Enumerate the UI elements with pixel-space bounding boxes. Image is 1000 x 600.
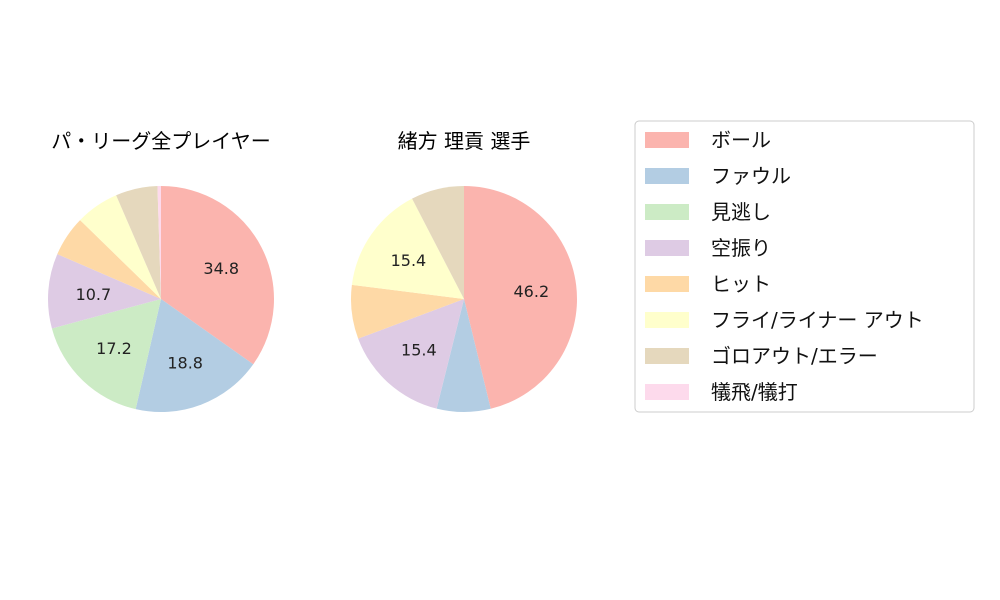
legend-label-looking: 見逃し <box>711 200 771 224</box>
legend-swatch-looking <box>645 204 689 220</box>
pie-title-all-players: パ・リーグ全プレイヤー <box>51 129 270 153</box>
legend-swatch-swinging <box>645 240 689 256</box>
pie-slice-foul <box>135 299 254 412</box>
legend-label-fly-liner-out: フライ/ライナー アウト <box>711 308 924 332</box>
pie-slice-grounder-out-error <box>116 186 161 299</box>
legend-label-hit: ヒット <box>711 272 771 296</box>
pie-slice-looking <box>51 299 161 410</box>
pie-slice-hit <box>351 284 464 339</box>
pie-title-player: 緒方 理貢 選手 <box>398 129 531 153</box>
legend-label-ball: ボール <box>711 128 771 152</box>
pie-slice-sacrifice <box>157 186 161 299</box>
data-label-looking: 17.2 <box>96 339 132 358</box>
legend-label-swinging: 空振り <box>711 236 771 260</box>
legend-swatch-grounder-out-error <box>645 348 689 364</box>
data-label-foul: 18.8 <box>167 353 203 372</box>
pie-slice-hit <box>57 220 161 299</box>
pie-slice-ball <box>161 186 274 365</box>
legend-swatch-sacrifice <box>645 384 689 400</box>
legend-label-foul: ファウル <box>711 164 791 188</box>
legend-swatch-ball <box>645 132 689 148</box>
legend-swatch-foul <box>645 168 689 184</box>
data-label-swinging: 15.4 <box>401 341 437 360</box>
pie-slice-grounder-out-error <box>412 186 464 299</box>
pie-slice-swinging <box>47 254 162 329</box>
pie-slice-fly-liner-out <box>80 195 161 299</box>
pie-slice-foul <box>436 299 491 412</box>
data-label-ball: 34.8 <box>203 259 239 278</box>
legend-label-grounder-out-error: ゴロアウト/エラー <box>711 344 878 368</box>
data-label-ball: 46.2 <box>514 282 550 301</box>
pie-slice-swinging <box>358 299 464 409</box>
pie-slice-ball <box>464 186 577 409</box>
pie-player: 46.2 15.4 15.4 <box>351 186 577 412</box>
data-label-fly-liner-out: 15.4 <box>391 251 427 270</box>
pie-all-players: 34.8 18.8 17.2 10.7 <box>47 186 274 412</box>
data-label-swinging: 10.7 <box>76 285 112 304</box>
legend-label-sacrifice: 犠飛/犠打 <box>711 380 798 404</box>
legend-frame <box>634 120 975 413</box>
pie-slice-fly-liner-out <box>351 198 464 299</box>
legend-swatch-hit <box>645 276 689 292</box>
legend-swatch-fly-liner-out <box>645 312 689 328</box>
